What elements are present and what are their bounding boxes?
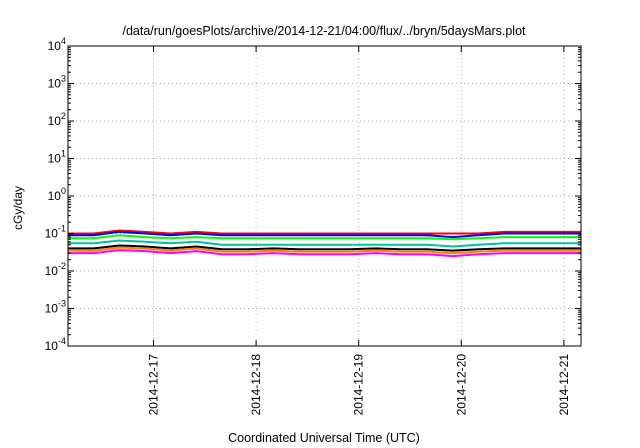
x-tick-label: 2014-12-18 xyxy=(249,354,263,416)
x-tick-label: 2014-12-20 xyxy=(454,354,468,416)
x-tick-label: 2014-12-19 xyxy=(352,354,366,416)
series-lines xyxy=(68,229,581,258)
x-axis-ticks: 2014-12-17 2014-12-18 2014-12-19 2014-12-20… xyxy=(147,46,571,415)
series-line-3 xyxy=(68,234,581,241)
series-line-4 xyxy=(68,239,581,248)
series-line-2 xyxy=(68,230,581,239)
series-line-1 xyxy=(68,229,581,235)
series-line-6 xyxy=(68,246,581,255)
series-line-5 xyxy=(68,244,581,252)
x-tick-label: 2014-12-21 xyxy=(557,354,571,416)
series-line-7 xyxy=(68,249,581,258)
chart-title: /data/run/goesPlots/archive/2014-12-21/0… xyxy=(122,24,526,38)
x-tick-label: 2014-12-17 xyxy=(147,354,161,416)
y-axis-label: cGy/day xyxy=(11,186,25,230)
x-axis-label: Coordinated Universal Time (UTC) xyxy=(228,431,420,445)
